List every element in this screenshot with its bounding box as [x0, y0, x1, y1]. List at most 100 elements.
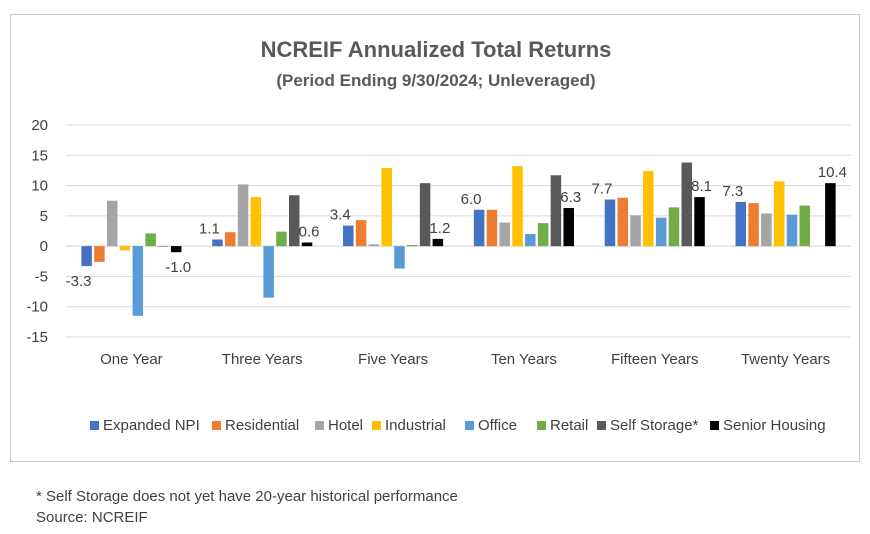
legend-entry: Expanded NPI: [103, 417, 200, 434]
gridlines: [66, 124, 851, 338]
legend-entry: Senior Housing: [723, 417, 826, 434]
bar: [237, 184, 249, 247]
legend-entry: Residential: [225, 417, 299, 434]
bar: [825, 183, 836, 247]
footnote: * Self Storage does not yet have 20-year…: [36, 486, 458, 528]
legend-entry: Hotel: [328, 417, 363, 434]
bar: [368, 244, 380, 247]
bar: [499, 222, 510, 247]
data-label: 6.0: [461, 191, 482, 208]
data-label: 6.3: [560, 189, 581, 206]
data-label: 0.6: [299, 224, 320, 241]
legend-swatch: [212, 421, 221, 430]
bar: [617, 197, 628, 247]
bar: [525, 234, 536, 247]
bar: [106, 200, 118, 247]
category-label: Fifteen Years: [611, 351, 699, 368]
y-tick-label: -5: [35, 268, 48, 285]
bar: [604, 199, 616, 247]
y-axis-ticks: 20 15 10 5 0 -5 -10 -15: [26, 117, 48, 346]
bar: [145, 233, 156, 247]
bar: [132, 246, 144, 316]
bar: [158, 246, 169, 247]
bar: [81, 246, 92, 267]
legend-swatch: [372, 421, 381, 430]
data-label: 8.1: [691, 178, 712, 195]
data-label: 10.4: [818, 164, 847, 181]
category-label: One Year: [100, 351, 163, 368]
bar: [276, 231, 287, 247]
y-tick-label: 20: [31, 117, 48, 134]
legend-entry: Office: [478, 417, 517, 434]
y-tick-label: 10: [31, 178, 48, 195]
bar: [343, 225, 354, 247]
y-tick-label: 5: [40, 208, 48, 225]
bar: [786, 214, 798, 247]
bar: [668, 207, 680, 247]
bar: [419, 183, 431, 247]
bar: [394, 246, 405, 269]
bar: [735, 201, 747, 247]
chart-frame: NCREIF Annualized Total Returns (Period …: [10, 14, 860, 462]
bar: [407, 244, 418, 247]
bar: [212, 239, 223, 247]
bar: [512, 166, 523, 247]
bar: [301, 242, 313, 247]
bar: [381, 168, 392, 247]
data-label: 3.4: [330, 207, 351, 224]
footnote-self-storage: * Self Storage does not yet have 20-year…: [36, 488, 458, 505]
bar: [537, 223, 549, 247]
footnote-source: Source: NCREIF: [36, 509, 148, 526]
bar: [655, 217, 667, 247]
chart-subtitle: (Period Ending 9/30/2024; Unleveraged): [276, 71, 595, 90]
legend-swatch: [465, 421, 474, 430]
legend-swatch: [597, 421, 606, 430]
legend-entry: Self Storage*: [610, 417, 699, 434]
data-label: -3.3: [66, 273, 92, 290]
chart-svg: NCREIF Annualized Total Returns (Period …: [26, 37, 851, 434]
legend-swatch: [537, 421, 546, 430]
legend-swatch: [315, 421, 324, 430]
bar: [681, 162, 692, 247]
bar: [643, 171, 654, 247]
bar: [748, 203, 759, 247]
bar: [773, 181, 785, 247]
category-label: Ten Years: [491, 351, 557, 368]
data-label: 7.7: [592, 181, 613, 198]
chart-title: NCREIF Annualized Total Returns: [261, 37, 612, 62]
legend-swatch: [710, 421, 719, 430]
data-labels: -3.3 -1.0 1.1 0.6 3.4 1.2 6.0 6.3 7.7 8.1 7.3 10.4: [66, 164, 847, 290]
bar: [225, 232, 236, 247]
data-label: -1.0: [165, 259, 191, 276]
category-label: Twenty Years: [741, 351, 830, 368]
legend: Expanded NPI Residential Hotel Industrial Of…: [90, 417, 826, 434]
y-tick-label: -10: [26, 299, 48, 316]
legend-entry: Retail: [550, 417, 588, 434]
bar: [761, 213, 772, 247]
bar: [119, 246, 131, 251]
data-label: 1.2: [429, 220, 450, 237]
bar: [630, 215, 641, 247]
bar: [263, 246, 274, 298]
bar: [432, 238, 444, 247]
category-label: Three Years: [222, 351, 303, 368]
legend-entry: Industrial: [385, 417, 446, 434]
data-label: 1.1: [199, 220, 220, 237]
bar: [289, 195, 300, 247]
bar: [694, 197, 705, 247]
y-tick-label: 0: [40, 238, 48, 255]
bar: [799, 205, 811, 247]
bar: [355, 220, 367, 247]
bar: [563, 207, 574, 247]
y-tick-label: -15: [26, 329, 48, 346]
legend-swatch: [90, 421, 99, 430]
bar: [170, 246, 182, 253]
bar: [473, 209, 485, 247]
y-tick-label: 15: [31, 147, 48, 164]
category-label: Five Years: [358, 351, 428, 368]
category-labels: One Year Three Years Five Years Ten Years Fi…: [100, 351, 830, 368]
bars: [81, 162, 836, 316]
bar: [486, 209, 498, 247]
bar: [550, 175, 562, 247]
bar: [250, 197, 262, 247]
